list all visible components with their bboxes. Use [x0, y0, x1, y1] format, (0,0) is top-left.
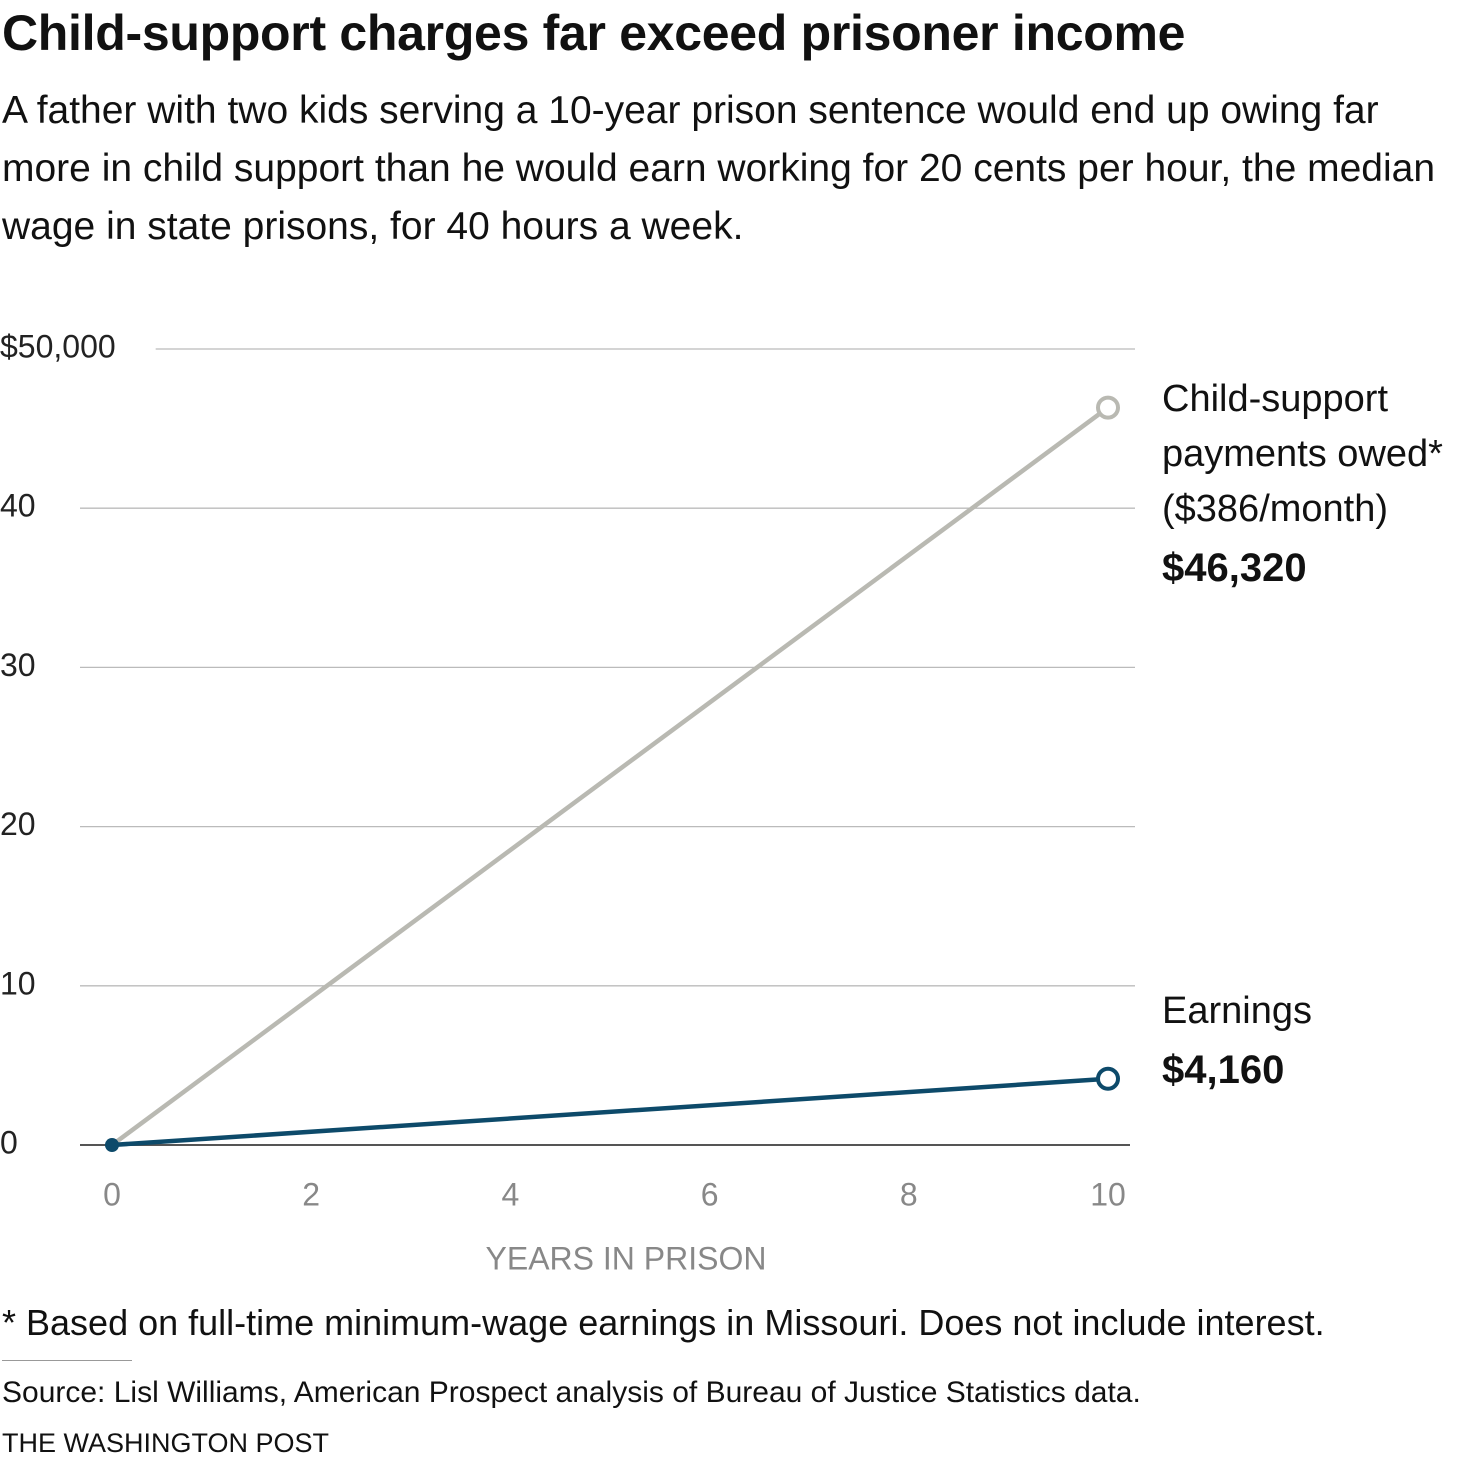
- start-marker: [105, 1138, 119, 1152]
- y-tick-label: 10: [0, 965, 36, 1001]
- y-tick-label: $50,000: [0, 328, 116, 364]
- chart: 0 10 20 30 40 $50,000 0 2 4 6 8 10 YEARS IN PRISON: [0, 328, 1135, 1276]
- y-tick-label: 40: [0, 488, 36, 524]
- source: Source: Lisl Williams, American Prospect…: [2, 1376, 1141, 1409]
- x-tick-label: 10: [1090, 1176, 1126, 1212]
- y-tick-label: 20: [0, 806, 36, 842]
- end-marker: [1096, 395, 1120, 420]
- end-marker: [1096, 1066, 1120, 1091]
- series-label: Earnings: [1162, 990, 1312, 1032]
- y-tick-label: 0: [0, 1124, 18, 1160]
- x-tick-label: 0: [103, 1176, 121, 1212]
- x-tick-label: 8: [900, 1176, 918, 1212]
- x-axis-label: YEARS IN PRISON: [486, 1240, 767, 1276]
- series-line: [110, 405, 1110, 1147]
- x-tick-label: 2: [302, 1176, 320, 1212]
- divider: [2, 1360, 132, 1361]
- credit: THE WASHINGTON POST: [2, 1428, 330, 1458]
- x-tick-label: 4: [502, 1176, 520, 1212]
- footnote: * Based on full-time minimum-wage earnin…: [2, 1302, 1325, 1343]
- chart-title: Child-support charges far exceed prisone…: [2, 5, 1186, 61]
- value-label: $46,320: [1162, 546, 1307, 590]
- y-tick-label: 30: [0, 647, 36, 683]
- chart-subtitle: A father with two kids serving a 10-year…: [2, 89, 1436, 248]
- series-line: [111, 1076, 1109, 1148]
- value-label: $4,160: [1162, 1048, 1285, 1092]
- x-tick-label: 6: [701, 1176, 719, 1212]
- series-label: Child-support payments owed* ($386/month…: [1162, 378, 1443, 530]
